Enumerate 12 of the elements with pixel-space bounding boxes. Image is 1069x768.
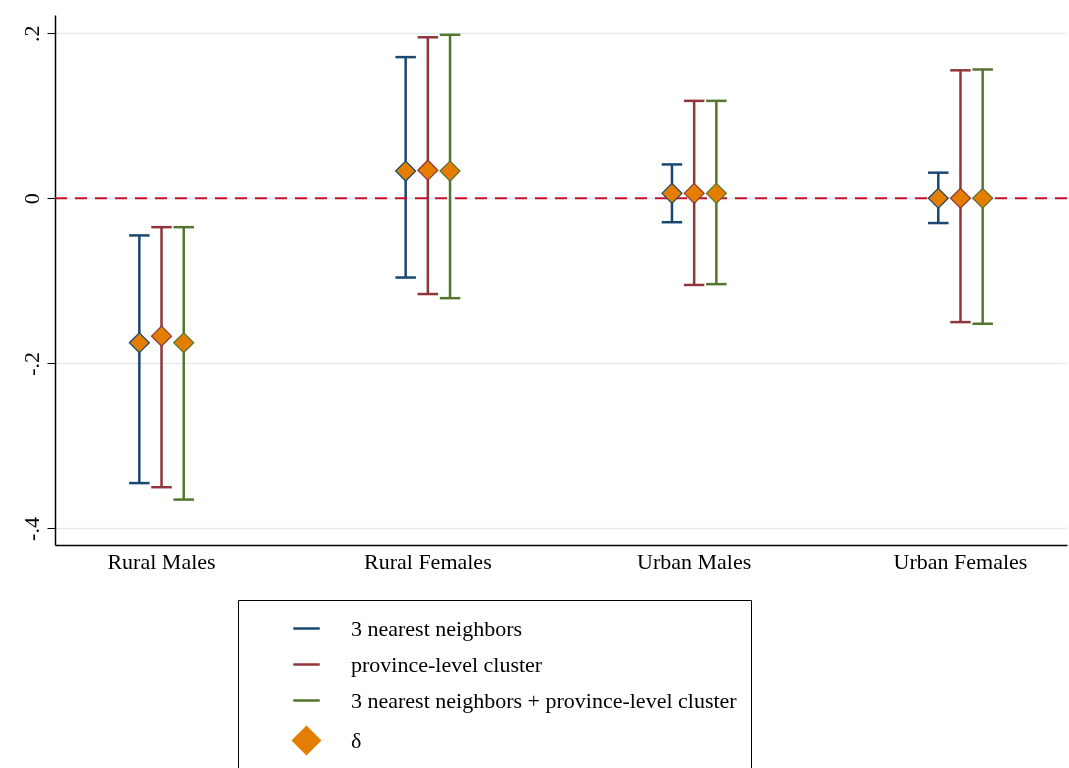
y-tick-label: -.2 bbox=[18, 351, 44, 376]
legend-label: δ bbox=[351, 727, 362, 753]
legend-label: 3 nearest neighbors + province-level cluster bbox=[351, 687, 738, 713]
x-tick-label: Rural Females bbox=[363, 548, 492, 574]
y-tick-label: -.4 bbox=[18, 517, 44, 541]
x-tick-label: Urban Females bbox=[893, 548, 1028, 574]
y-tick-label: .2 bbox=[18, 25, 44, 42]
legend-label: province-level cluster bbox=[351, 651, 543, 677]
x-tick-label: Urban Males bbox=[637, 548, 752, 574]
legend-label: 3 nearest neighbors bbox=[351, 615, 523, 641]
y-tick-label: 0 bbox=[18, 193, 44, 205]
x-tick-label: Rural Males bbox=[107, 548, 216, 574]
